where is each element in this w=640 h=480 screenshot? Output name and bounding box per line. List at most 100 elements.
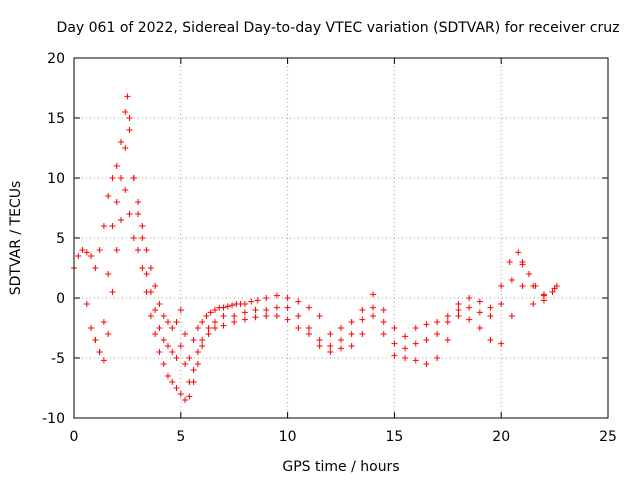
data-point — [466, 304, 473, 311]
data-point — [316, 337, 323, 343]
data-point — [211, 307, 218, 313]
data-point — [402, 333, 409, 340]
data-point — [190, 379, 197, 385]
data-point — [370, 313, 377, 319]
data-point — [316, 313, 323, 319]
data-point — [295, 298, 302, 305]
data-point — [152, 307, 159, 313]
data-point — [96, 349, 103, 355]
data-point — [359, 307, 366, 313]
data-point — [348, 331, 355, 337]
data-point — [540, 297, 547, 304]
data-point — [135, 247, 142, 253]
data-point — [139, 265, 146, 271]
data-point — [487, 313, 494, 319]
data-point — [327, 349, 334, 355]
data-point — [412, 340, 419, 347]
data-point — [508, 277, 515, 283]
data-point — [338, 337, 344, 343]
data-point — [423, 337, 430, 343]
data-point — [498, 283, 505, 289]
data-point — [220, 304, 227, 311]
data-point — [156, 301, 163, 307]
y-tick-label: 10 — [47, 171, 65, 187]
data-point — [122, 187, 129, 193]
y-tick-label: 0 — [56, 291, 65, 307]
data-point — [338, 345, 344, 352]
data-point — [380, 331, 387, 337]
x-tick-label: 25 — [599, 429, 617, 445]
data-point — [169, 325, 176, 331]
data-point — [92, 337, 99, 343]
data-point — [182, 331, 189, 337]
data-point — [177, 391, 184, 397]
data-point — [391, 340, 398, 347]
data-point — [83, 301, 90, 307]
data-point — [254, 297, 261, 304]
data-point — [498, 301, 505, 307]
data-point — [476, 325, 483, 331]
data-point — [359, 331, 366, 337]
data-point — [273, 304, 280, 311]
data-point — [519, 261, 526, 268]
data-point — [92, 265, 99, 271]
data-point — [241, 316, 248, 323]
data-point — [156, 349, 163, 355]
data-point — [519, 283, 526, 289]
data-point — [551, 285, 558, 292]
data-point — [164, 319, 171, 325]
data-point — [152, 283, 159, 289]
data-point — [412, 325, 419, 331]
data-point — [117, 139, 124, 145]
data-point — [220, 313, 227, 319]
data-point — [190, 367, 197, 373]
data-point — [263, 307, 270, 313]
data-point — [147, 313, 154, 319]
data-point — [135, 199, 142, 205]
data-point — [305, 304, 312, 311]
data-point — [199, 337, 206, 343]
data-point — [100, 319, 107, 325]
y-tick-label: 5 — [56, 231, 65, 247]
data-point — [466, 295, 473, 301]
data-point — [207, 309, 214, 316]
data-point — [359, 316, 366, 323]
data-point — [241, 301, 248, 307]
data-point — [444, 319, 451, 325]
y-tick-label: 15 — [47, 111, 65, 127]
data-point — [156, 325, 163, 331]
data-point — [164, 373, 171, 379]
data-point — [506, 259, 513, 265]
x-tick-label: 10 — [279, 429, 297, 445]
data-point — [284, 316, 291, 323]
data-point — [105, 193, 112, 199]
data-point — [252, 307, 259, 313]
data-point — [139, 235, 146, 241]
data-point — [190, 337, 197, 343]
data-point — [186, 355, 193, 361]
data-point — [348, 343, 355, 349]
data-point — [113, 247, 120, 253]
data-point — [88, 253, 95, 259]
data-point — [143, 289, 150, 295]
data-point — [152, 331, 159, 337]
data-point — [525, 271, 532, 277]
data-marks — [71, 93, 560, 403]
data-point — [530, 301, 537, 307]
data-point — [205, 325, 212, 331]
data-point — [487, 304, 494, 311]
data-point — [305, 325, 312, 331]
data-point — [96, 247, 103, 253]
data-point — [199, 343, 206, 349]
data-point — [130, 175, 137, 181]
data-point — [391, 352, 398, 359]
data-point — [199, 319, 206, 325]
data-point — [284, 295, 291, 301]
data-point — [173, 355, 180, 361]
data-point — [182, 397, 189, 403]
data-point — [105, 331, 112, 337]
data-point — [231, 319, 238, 325]
data-point — [380, 319, 387, 325]
data-point — [135, 211, 142, 217]
data-point — [316, 343, 323, 349]
